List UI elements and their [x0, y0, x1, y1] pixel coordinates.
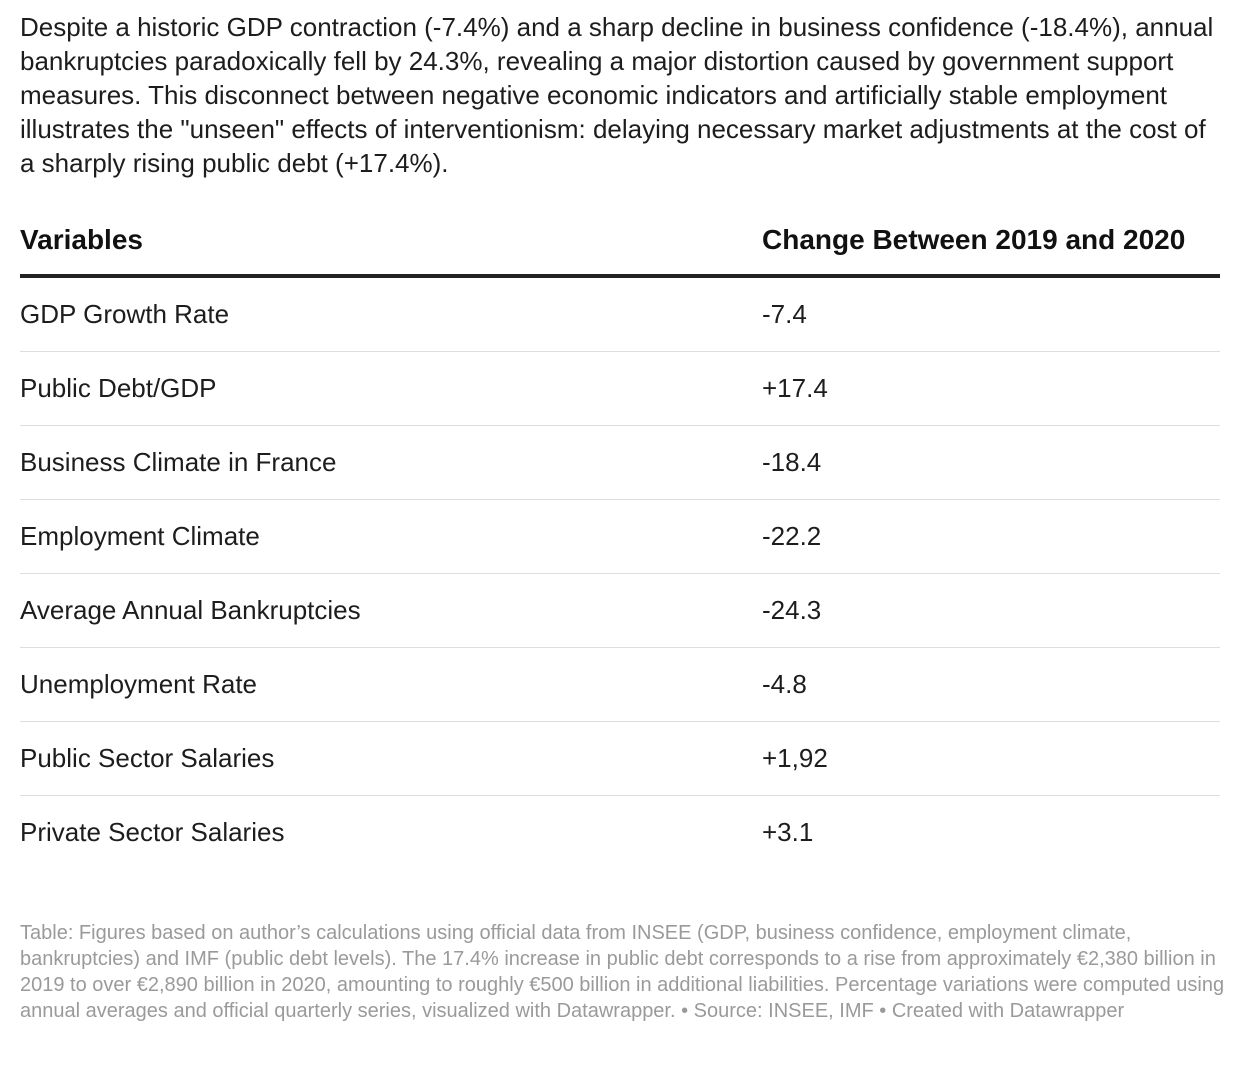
row-variable: Private Sector Salaries: [20, 817, 285, 847]
table-row: Employment Climate -22.2: [20, 499, 1220, 574]
table-row: Private Sector Salaries +3.1: [20, 796, 1220, 870]
row-variable: Public Sector Salaries: [20, 721, 762, 796]
row-value: +1,92: [762, 721, 1220, 796]
table-header-row: Variables Change Between 2019 and 2020: [20, 224, 1220, 278]
row-variable: GDP Growth Rate: [20, 276, 762, 352]
table-row: Public Debt/GDP +17.4: [20, 351, 1220, 426]
row-variable: Public Debt/GDP: [20, 351, 762, 426]
row-value: +3.1: [762, 817, 814, 847]
row-variable: Unemployment Rate: [20, 647, 762, 722]
table-row: Unemployment Rate -4.8: [20, 647, 1220, 722]
table-row: GDP Growth Rate -7.4: [20, 276, 1220, 352]
row-variable: Employment Climate: [20, 499, 762, 574]
data-table: Variables Change Between 2019 and 2020 G…: [20, 224, 1220, 869]
table-row: Average Annual Bankruptcies -24.3: [20, 573, 1220, 648]
row-variable: Average Annual Bankruptcies: [20, 573, 762, 648]
column-header-change[interactable]: Change Between 2019 and 2020: [762, 224, 1220, 278]
row-value: -18.4: [762, 425, 1220, 500]
row-value: +17.4: [762, 351, 1220, 426]
row-value: -4.8: [762, 647, 1220, 722]
column-header-variables[interactable]: Variables: [20, 224, 762, 278]
table-notes: Table: Figures based on author’s calcula…: [20, 922, 1225, 1022]
row-variable: Business Climate in France: [20, 425, 762, 500]
chart-container: Despite a historic GDP contraction (-7.4…: [20, 10, 1220, 869]
row-value: -7.4: [762, 276, 1220, 352]
table-row: Public Sector Salaries +1,92: [20, 721, 1220, 796]
row-value: -22.2: [762, 499, 1220, 574]
row-value: -24.3: [762, 573, 1220, 648]
table-row: Business Climate in France -18.4: [20, 425, 1220, 500]
chart-description: Despite a historic GDP contraction (-7.4…: [20, 12, 1214, 178]
